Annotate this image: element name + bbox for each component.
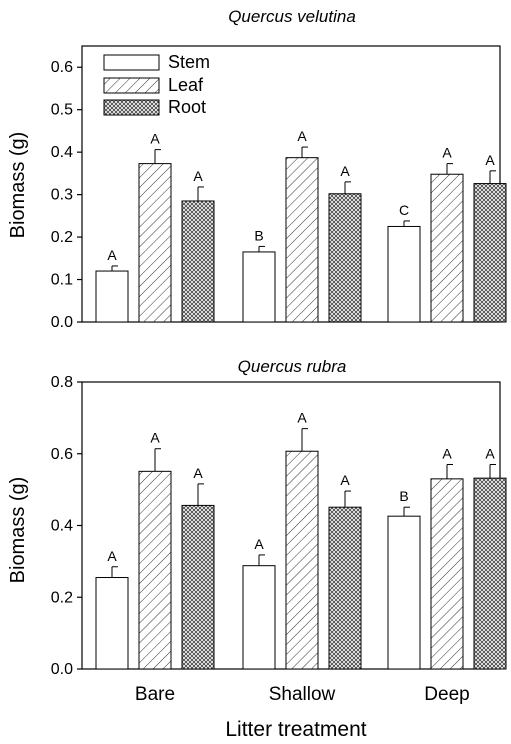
chart-panel-1: Quercus velutina Biomass (g) 0.0 0.1 0.2… xyxy=(7,7,507,331)
bar-leaf xyxy=(285,450,319,670)
bar-leaf xyxy=(430,173,464,323)
significance-letter: A xyxy=(340,472,350,488)
bar-stem xyxy=(387,225,421,323)
bar-root xyxy=(181,504,215,670)
significance-letter: B xyxy=(254,227,263,243)
bar-group: A xyxy=(285,410,319,670)
y-tick-label: 0.1 xyxy=(51,272,73,289)
bar-root xyxy=(181,200,215,323)
significance-letter: C xyxy=(399,202,409,218)
significance-letter: A xyxy=(107,548,117,564)
bar-leaf xyxy=(138,163,172,323)
bar-leaf xyxy=(285,157,319,323)
y-tick-labels: 0.0 0.2 0.4 0.6 0.8 xyxy=(51,374,73,678)
legend-swatch-stem xyxy=(103,54,160,71)
bar-group: A xyxy=(242,536,276,670)
y-tick-label: 0.0 xyxy=(51,314,73,331)
y-tick-label: 0.5 xyxy=(51,102,73,119)
y-tick-label: 0.0 xyxy=(51,661,73,678)
significance-letter: A xyxy=(297,128,307,144)
x-category-labels: Bare Shallow Deep xyxy=(135,684,470,705)
significance-letter: A xyxy=(485,152,495,168)
bar-group: A xyxy=(138,131,172,323)
legend: Stem Leaf Root xyxy=(103,52,210,117)
bar-group: A xyxy=(95,247,129,323)
significance-letter: A xyxy=(442,145,452,161)
bar-group: A xyxy=(430,446,464,670)
bar-group: A xyxy=(181,465,215,670)
legend-label-root: Root xyxy=(168,97,206,117)
significance-letter: A xyxy=(485,446,495,462)
y-tick-label: 0.6 xyxy=(51,59,73,76)
bar-group: B xyxy=(242,227,276,323)
bar-group: A xyxy=(473,152,507,323)
x-axis-label: Litter treatment xyxy=(225,718,366,741)
x-category-label-bare: Bare xyxy=(135,684,175,705)
chart-panel-2: Quercus rubra Biomass (g) 0.0 0.2 0.4 0.… xyxy=(7,357,507,741)
y-tick-label: 0.4 xyxy=(51,518,73,535)
significance-letter: A xyxy=(442,446,452,462)
y-axis-label: Biomass (g) xyxy=(7,132,29,239)
bar-group: A xyxy=(285,128,319,323)
bar-stem xyxy=(242,251,276,323)
y-tick-label: 0.6 xyxy=(51,446,73,463)
y-tick-label: 0.2 xyxy=(51,229,73,246)
bar-group: C xyxy=(387,202,421,323)
legend-label-stem: Stem xyxy=(168,52,210,72)
chart-title: Quercus rubra xyxy=(238,357,347,376)
bar-group: B xyxy=(387,488,421,670)
y-tick-label: 0.8 xyxy=(51,374,73,391)
bar-group: A xyxy=(328,163,362,323)
y-tick-label: 0.4 xyxy=(51,144,73,161)
x-category-label-deep: Deep xyxy=(424,684,469,705)
x-category-label-shallow: Shallow xyxy=(269,684,336,705)
bar-group: A xyxy=(95,548,129,670)
significance-letter: A xyxy=(254,536,264,552)
bar-root xyxy=(473,183,507,323)
bar-group: A xyxy=(430,145,464,323)
significance-letter: A xyxy=(340,163,350,179)
legend-swatch-leaf xyxy=(103,77,160,94)
significance-letter: B xyxy=(399,488,408,504)
significance-letter: A xyxy=(193,168,203,184)
bar-group: A xyxy=(138,430,172,670)
bar-root xyxy=(328,506,362,670)
significance-letter: A xyxy=(150,131,160,147)
y-tick-label: 0.3 xyxy=(51,187,73,204)
y-axis-label: Biomass (g) xyxy=(7,477,29,584)
significance-letter: A xyxy=(107,247,117,263)
bar-group: A xyxy=(473,446,507,670)
bar-group: A xyxy=(181,168,215,323)
chart-title: Quercus velutina xyxy=(228,7,356,26)
y-tick-labels: 0.0 0.1 0.2 0.3 0.4 0.5 0.6 xyxy=(51,59,73,331)
bar-leaf xyxy=(430,478,464,670)
significance-letter: A xyxy=(297,410,307,426)
bar-stem xyxy=(242,565,276,670)
bar-leaf xyxy=(138,470,172,670)
bar-group: A xyxy=(328,472,362,670)
bar-stem xyxy=(95,577,129,670)
legend-swatch-root xyxy=(103,99,160,116)
bar-root xyxy=(473,477,507,670)
bar-root xyxy=(328,193,362,323)
significance-letter: A xyxy=(193,465,203,481)
bar-stem xyxy=(387,515,421,670)
y-tick-label: 0.2 xyxy=(51,589,73,606)
legend-label-leaf: Leaf xyxy=(168,75,204,95)
bar-stem xyxy=(95,270,129,323)
significance-letter: A xyxy=(150,430,160,446)
